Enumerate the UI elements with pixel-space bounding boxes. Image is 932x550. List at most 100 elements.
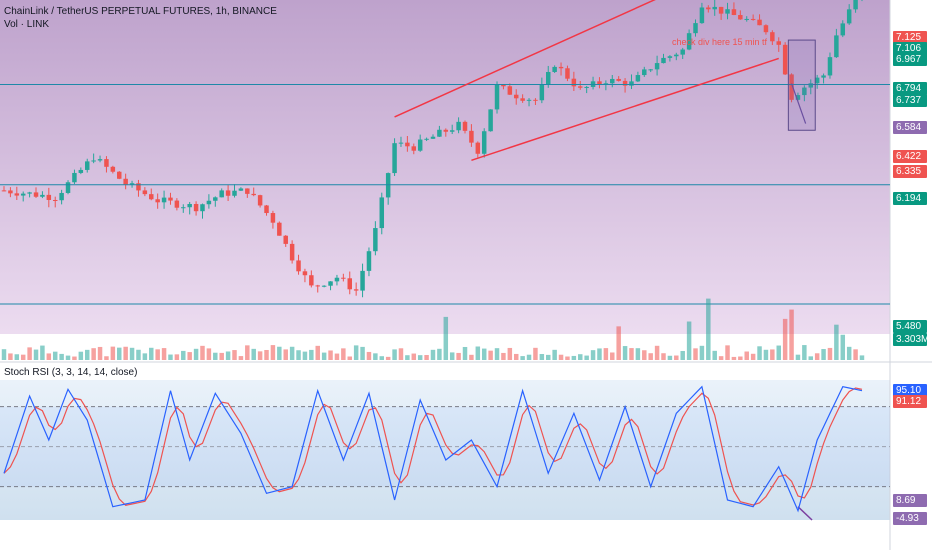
chart-title: ChainLink / TetherUS PERPETUAL FUTURES, … (4, 6, 277, 17)
candle-body (84, 161, 90, 170)
candle-body (8, 190, 13, 194)
volume-bar (552, 349, 557, 360)
volume-bar (20, 354, 26, 360)
candle-body (257, 195, 263, 206)
divergence-note: check div here 15 min tf (672, 37, 768, 47)
candle-body (456, 121, 461, 131)
rsi-tick-label: 20.00 (896, 481, 922, 492)
price-badge: 7.106 (893, 42, 927, 55)
price-badge: 6.794 (893, 82, 927, 95)
candle-body (437, 129, 442, 137)
candle-body (206, 200, 212, 205)
volume-bar (72, 356, 77, 360)
candle-body (136, 183, 141, 191)
volume-bar (149, 347, 154, 360)
candle-body (533, 99, 538, 101)
candle-body (181, 207, 186, 209)
candle-body (251, 193, 256, 196)
volume-bar (616, 326, 621, 360)
volume-bar (629, 348, 634, 360)
volume-bar (238, 356, 244, 360)
volume-bar (802, 345, 807, 360)
candle-body (392, 143, 397, 174)
candle-body (731, 9, 737, 16)
candle-body (334, 277, 340, 282)
volume-bar (533, 347, 538, 360)
candle-body (245, 188, 250, 194)
candle-body (40, 194, 45, 197)
candle-body (264, 205, 269, 214)
candle-body (277, 222, 282, 236)
candle-body (110, 166, 116, 172)
volume-bar (827, 347, 833, 360)
candle-body (674, 54, 679, 57)
price-badge: 6.737 (893, 94, 927, 107)
volume-bar (187, 352, 192, 360)
candle-body (72, 172, 77, 183)
volume-bar (341, 348, 346, 360)
volume-bar (1, 349, 7, 360)
candle-body (373, 228, 378, 252)
volume-bar (206, 348, 212, 360)
candle-body (443, 129, 449, 132)
volume-bar (558, 354, 564, 360)
candle-body (558, 66, 564, 69)
candle-body (821, 75, 826, 78)
candle-body (341, 277, 346, 279)
volume-bar (200, 345, 205, 360)
volume-label: Vol · LINK (4, 19, 50, 30)
volume-bar (456, 352, 461, 360)
volume-bar (405, 355, 410, 360)
volume-bar (667, 355, 673, 360)
volume-bar (347, 356, 352, 360)
candle-body (213, 197, 218, 201)
rsi-tick-label: 40.00 (896, 454, 922, 465)
volume-bar (443, 316, 449, 360)
candle-body (629, 81, 634, 86)
volume-bar (693, 348, 698, 360)
volume-bar (578, 354, 583, 360)
volume-bar (14, 354, 20, 360)
volume-bar (795, 354, 801, 360)
candle-body (846, 9, 852, 24)
rsi-badge: 95.10 (893, 384, 927, 397)
volume-bar (744, 351, 749, 360)
candle-body (706, 7, 711, 10)
candle-body (398, 142, 404, 144)
candle-body (565, 68, 570, 79)
candle-body (161, 197, 167, 203)
candle-body (584, 86, 589, 88)
candle-body (424, 138, 429, 140)
volume-bar (808, 356, 814, 360)
candle-body (526, 99, 532, 101)
candle-body (757, 19, 762, 26)
rsi-d-line (3, 387, 863, 506)
volume-bar (834, 324, 839, 360)
candle-body (795, 95, 801, 100)
volume-bar (104, 356, 109, 360)
candle-body (610, 78, 615, 84)
volume-bar (501, 352, 506, 360)
candle-body (283, 235, 288, 244)
volume-bar (686, 321, 692, 360)
volume-bar (718, 356, 724, 360)
volume-bar (571, 355, 577, 360)
candle-body (853, 0, 858, 10)
volume-bar (136, 349, 141, 360)
candle-body (155, 199, 160, 203)
candle-body (449, 130, 455, 132)
candle-body (680, 49, 685, 55)
volume-bar (757, 346, 762, 360)
candle-body (238, 188, 244, 191)
volume-bar (642, 350, 647, 360)
candle-body (385, 173, 391, 198)
candle-body (578, 86, 583, 88)
candle-body (411, 146, 417, 151)
candle-body (123, 178, 128, 185)
volume-bar (814, 353, 820, 360)
volume-bar (680, 350, 685, 360)
volume-bar (750, 353, 756, 360)
candle-body (597, 81, 602, 85)
candle-body (366, 251, 372, 271)
